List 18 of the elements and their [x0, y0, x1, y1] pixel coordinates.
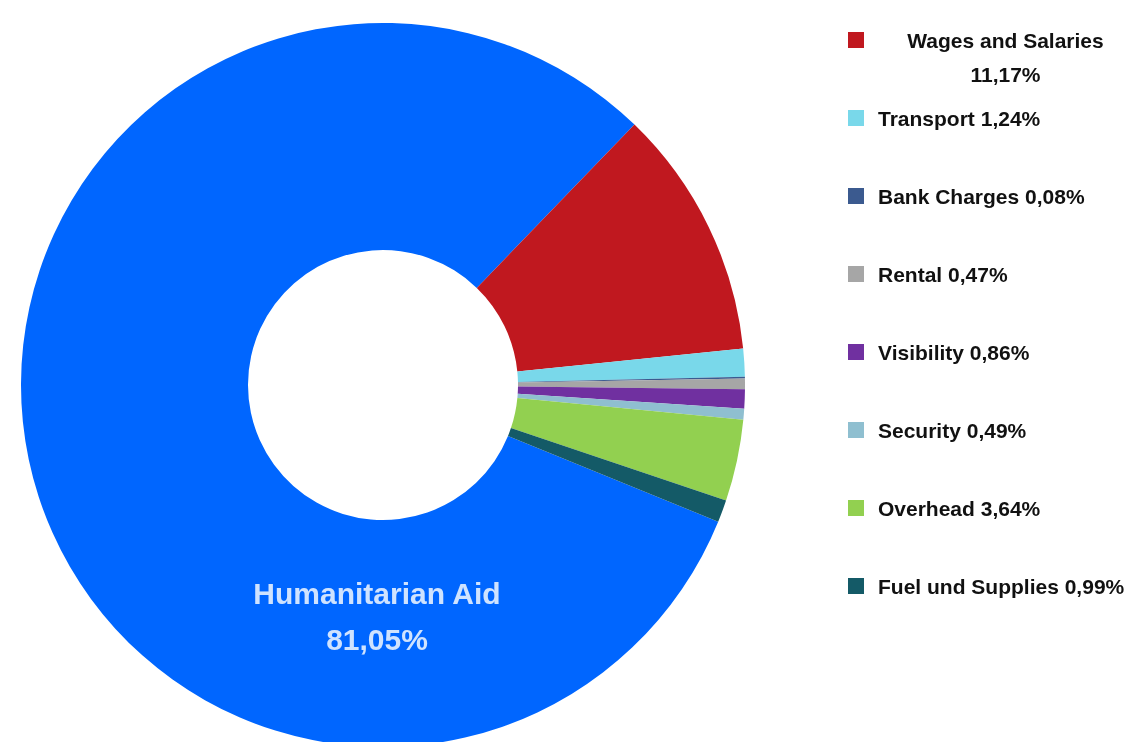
- legend-label: Rental: [878, 263, 943, 286]
- legend-label: Visibility: [878, 341, 964, 364]
- data-label: 0,86%: [969, 341, 1030, 364]
- data-label: 0,47%: [948, 263, 1008, 286]
- data-label: 11,17%: [970, 63, 1041, 86]
- legend-label: Security: [878, 419, 961, 442]
- data-label: 3,64%: [980, 497, 1041, 520]
- data-label: 81,05%: [326, 622, 428, 656]
- legend-label: Transport: [878, 107, 975, 130]
- data-label: 1,24%: [980, 107, 1041, 130]
- legend-label: Fuel und Supplies: [878, 575, 1059, 598]
- legend-label: Overhead: [878, 497, 975, 520]
- data-label: 0,49%: [966, 419, 1027, 442]
- legend-label: Wages and Salaries: [907, 29, 1104, 52]
- data-label: 0,99%: [1064, 575, 1125, 598]
- legend-label: Bank Charges: [878, 185, 1020, 208]
- slice-label: Humanitarian Aid: [253, 576, 501, 610]
- data-label: 0,08%: [1025, 185, 1085, 208]
